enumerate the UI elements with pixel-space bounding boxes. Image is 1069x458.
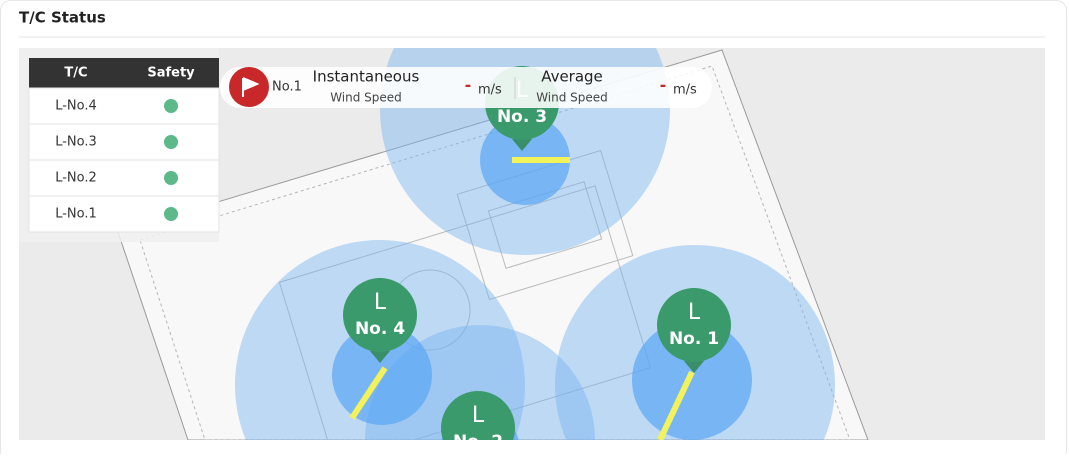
- wind-sublabel: Wind Speed: [330, 91, 402, 105]
- marker-letter: L: [374, 290, 387, 315]
- marker-letter: L: [472, 403, 485, 428]
- wind-value: -: [465, 76, 472, 95]
- column-header: T/C: [64, 66, 87, 81]
- marker: [343, 278, 417, 352]
- tc-name: L-No.2: [55, 171, 97, 186]
- wind-sublabel: Wind Speed: [536, 91, 608, 105]
- marker: [657, 288, 731, 362]
- card-title: T/C Status: [19, 9, 106, 27]
- marker-label: No. 3: [497, 107, 547, 127]
- boom-circle: [632, 320, 752, 440]
- wind-value: -: [660, 76, 667, 95]
- wind-unit: m/s: [478, 83, 502, 98]
- marker-pointer: [512, 139, 532, 151]
- safety-dot: [164, 99, 178, 113]
- marker-pointer: [684, 361, 704, 373]
- marker-label: No. 2: [453, 432, 503, 452]
- tc-name: L-No.3: [55, 135, 97, 150]
- marker-label: No. 1: [669, 329, 719, 349]
- wind-bar: [220, 67, 712, 108]
- safety-dot: [164, 135, 178, 149]
- tc-name: L-No.1: [55, 207, 97, 222]
- table-row: [28, 195, 220, 233]
- tc-name: L-No.4: [55, 99, 97, 114]
- boom-line: [657, 370, 695, 440]
- wind-unit: m/s: [673, 83, 697, 98]
- table-row: [28, 159, 220, 197]
- marker-label: No. 4: [355, 319, 405, 339]
- wind-label: Average: [541, 68, 603, 86]
- wind-label: Instantaneous: [313, 68, 420, 86]
- boom-line: [349, 366, 388, 420]
- table-row: [28, 123, 220, 161]
- station: No.1: [272, 80, 302, 95]
- table-row: [28, 87, 220, 125]
- flag: [242, 77, 260, 97]
- marker-letter: L: [688, 300, 701, 325]
- marker-pointer: [370, 351, 390, 363]
- column-header: Safety: [147, 66, 195, 81]
- safety-dot: [164, 207, 178, 221]
- table-header: [29, 58, 219, 88]
- marker: [441, 391, 515, 440]
- safety-dot: [164, 171, 178, 185]
